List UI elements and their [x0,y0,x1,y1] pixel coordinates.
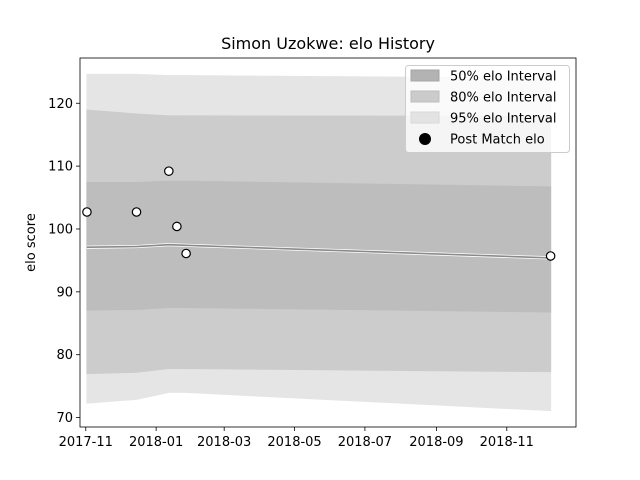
y-tick-label: 110 [48,160,73,175]
legend: 50% elo Interval 80% elo Interval 95% el… [405,65,570,153]
y-axis-label: elo score [24,213,39,272]
x-tick-label: 2017-11 [59,435,113,450]
post-match-point [131,207,142,217]
x-tick-label: 2018-05 [267,435,321,450]
legend-swatch-95 [410,111,440,124]
x-axis-ticks: 2017-11 2018-01 2018-03 2018-05 2018-07 2018-… [59,427,534,450]
legend-swatch-50 [410,69,440,82]
legend-label-95: 95% elo Interval [450,112,557,127]
x-tick-label: 2018-03 [197,435,251,450]
y-tick-label: 100 [48,222,73,237]
plot-frame [79,57,577,428]
x-tick-label: 2018-11 [480,435,534,450]
y-tick-label: 90 [56,285,73,300]
post-match-point [164,166,174,176]
x-tick-label: 2018-07 [338,435,392,450]
median-line [86,243,551,259]
post-match-point [82,207,92,217]
legend-box [405,65,570,153]
x-tick-label: 2018-01 [129,435,183,450]
legend-swatch-80 [410,90,440,103]
legend-label-post-match: Post Match elo [450,133,545,148]
y-tick-label: 120 [48,97,73,112]
post-match-point [181,248,191,259]
legend-label-50: 50% elo Interval [450,70,557,85]
band-50-interval [86,180,552,313]
chart-title: Simon Uzokwe: elo History [221,34,435,53]
x-tick-label: 2018-09 [409,435,463,450]
interval-bands [86,73,552,412]
legend-label-80: 80% elo Interval [450,91,557,106]
y-axis-ticks: 70 80 90 100 110 120 [48,97,80,426]
y-tick-label: 70 [56,411,73,426]
y-tick-label: 80 [56,348,73,363]
post-match-point [545,251,556,261]
median-line-group [86,243,551,260]
post-match-point [172,221,182,232]
post-match-points [82,166,556,261]
legend-marker-post-match [419,133,431,145]
